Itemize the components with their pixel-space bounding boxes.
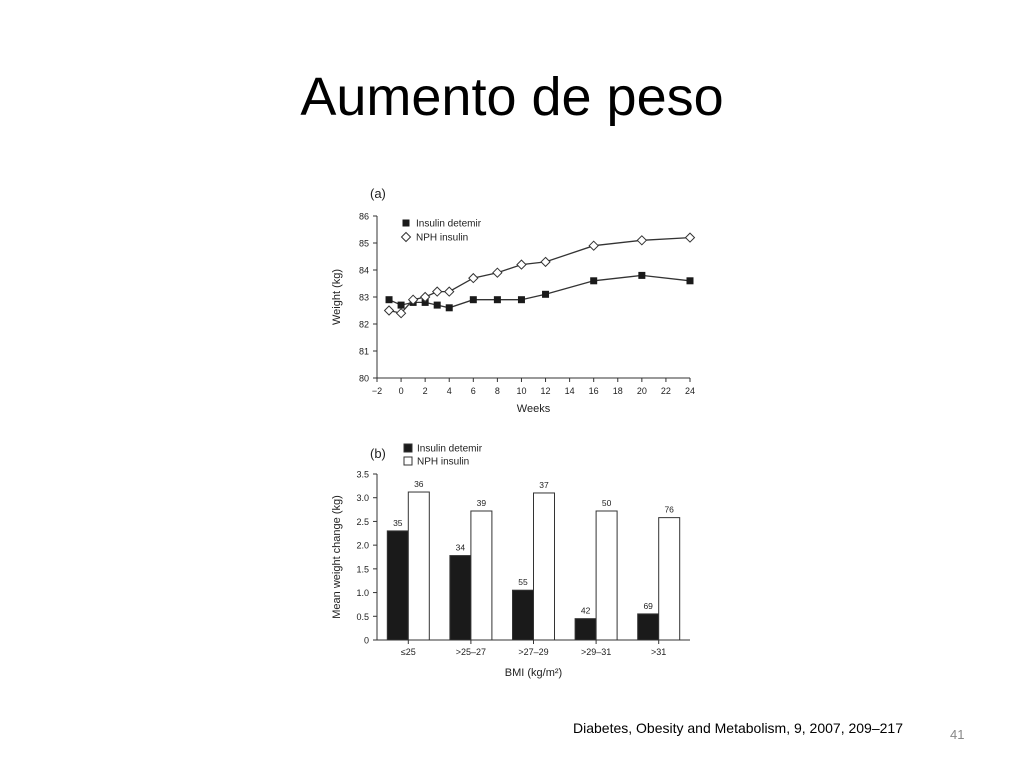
x-tick-label: 14 <box>565 386 575 396</box>
y-tick-label: 84 <box>359 266 369 276</box>
y-tick-label: 81 <box>359 347 369 357</box>
detemir-point <box>397 301 405 309</box>
slide-title: Aumento de peso <box>300 67 724 127</box>
x-tick-label: 20 <box>637 386 647 396</box>
bar-n-label: 76 <box>664 505 674 515</box>
nph-point <box>516 259 527 270</box>
y-tick-label: 83 <box>359 293 369 303</box>
x-tick-label: 22 <box>661 386 671 396</box>
nph-point <box>407 294 419 305</box>
y-tick-label: 1.5 <box>356 564 369 574</box>
detemir-point <box>638 271 646 279</box>
x-axis-label: Weeks <box>517 403 551 415</box>
bar-n-label: 35 <box>393 518 403 528</box>
legend-nph-swatch <box>403 456 413 466</box>
nph-point <box>636 235 648 246</box>
bar-n-label: 55 <box>518 577 528 587</box>
x-tick-label: 12 <box>541 386 551 396</box>
bar-n-label: 36 <box>414 479 424 489</box>
bar-n-label: 39 <box>477 498 487 508</box>
x-tick-label: 8 <box>495 386 500 396</box>
y-tick-label: 3.0 <box>356 493 369 503</box>
detemir-bar <box>574 618 597 641</box>
bar-n-label: 50 <box>602 498 612 508</box>
y-tick-label: 0.5 <box>356 612 369 622</box>
bar-n-label: 42 <box>581 606 591 616</box>
y-axis-label: Mean weight change (kg) <box>331 495 343 619</box>
x-tick-label: 16 <box>589 386 599 396</box>
y-tick-label: 82 <box>359 320 369 330</box>
bar-n-label: 37 <box>539 480 549 490</box>
nph-bar <box>533 492 555 641</box>
bar-n-label: 69 <box>643 601 653 611</box>
page-number: 41 <box>950 727 965 742</box>
y-tick-label: 0 <box>364 636 369 646</box>
legend-detemir-label: Insulin detemir <box>416 219 482 230</box>
detemir-bar <box>637 613 660 641</box>
detemir-point <box>433 301 441 309</box>
x-tick-label: >31 <box>651 647 666 657</box>
x-tick-label: ≤25 <box>401 647 416 657</box>
detemir-point <box>445 304 453 312</box>
x-tick-label: >25–27 <box>456 647 486 657</box>
citation: Diabetes, Obesity and Metabolism, 9, 200… <box>573 720 903 736</box>
nph-point <box>383 305 395 316</box>
nph-bar <box>658 517 681 641</box>
detemir-point <box>493 296 501 304</box>
x-tick-label: 10 <box>516 386 526 396</box>
nph-point <box>468 272 479 284</box>
nph-point <box>492 267 503 278</box>
detemir-bar <box>386 530 409 641</box>
legend-nph-marker <box>400 231 412 243</box>
nph-point <box>431 286 443 297</box>
y-tick-label: 2.5 <box>356 517 369 527</box>
x-tick-label: 6 <box>471 386 476 396</box>
nph-bar <box>595 510 618 641</box>
nph-point <box>540 256 551 268</box>
y-tick-label: 1.0 <box>356 588 369 598</box>
detemir-point <box>542 290 550 298</box>
y-tick-label: 85 <box>359 239 369 249</box>
nph-point <box>684 232 696 243</box>
legend-detemir-label: Insulin detemir <box>417 444 483 455</box>
nph-bar <box>407 491 430 641</box>
x-axis-label: BMI (kg/m²) <box>505 667 562 679</box>
x-tick-label: >27–29 <box>518 647 548 657</box>
legend-nph-label: NPH insulin <box>416 233 468 244</box>
nph-point <box>419 291 431 303</box>
legend-nph-label: NPH insulin <box>417 457 469 468</box>
panel-label: (b) <box>370 446 386 461</box>
detemir-point <box>469 296 477 304</box>
detemir-bar <box>449 555 472 641</box>
y-tick-label: 3.5 <box>356 470 369 480</box>
nph-point <box>588 240 599 251</box>
detemir-point <box>421 298 429 306</box>
legend-detemir-swatch <box>403 443 413 453</box>
detemir-point <box>517 296 525 304</box>
y-tick-label: 86 <box>359 212 369 222</box>
x-tick-label: 0 <box>399 386 404 396</box>
detemir-bar <box>512 589 534 641</box>
weight-change-bar-chart: (b) 0 0.5 1.0 1.5 2.0 2.5 3.0 3.5 35 36 ≤25 34 39 >25–… <box>331 443 690 679</box>
detemir-point <box>686 277 694 285</box>
nph-bar <box>470 510 493 641</box>
y-tick-label: 2.0 <box>356 541 369 551</box>
panel-label: (a) <box>370 186 386 201</box>
x-tick-label: 4 <box>447 386 452 396</box>
detemir-point <box>590 277 598 285</box>
y-axis-label: Weight (kg) <box>331 269 343 325</box>
nph-point <box>395 307 407 319</box>
y-tick-label: 80 <box>359 374 369 384</box>
detemir-point <box>385 296 393 304</box>
bar-n-label: 34 <box>456 543 466 553</box>
x-tick-label: 2 <box>423 386 428 396</box>
legend-detemir-marker <box>402 219 410 227</box>
x-tick-label: >29–31 <box>581 647 611 657</box>
x-tick-label: −2 <box>372 386 382 396</box>
figure: (a) 80 81 82 83 84 85 86 −2 0 2 4 6 8 10 12 14 16 18 20 22 24… <box>320 176 710 696</box>
nph-point <box>444 286 455 297</box>
x-tick-label: 18 <box>613 386 623 396</box>
x-tick-label: 24 <box>685 386 695 396</box>
